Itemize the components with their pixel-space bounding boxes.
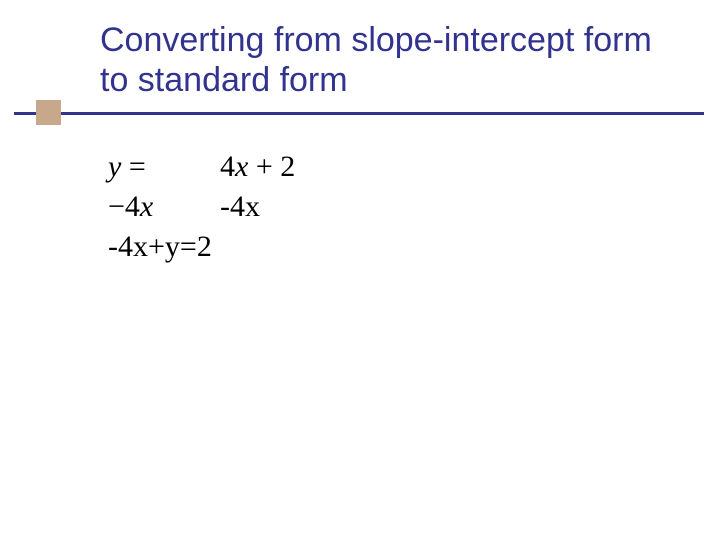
title-underline	[14, 112, 704, 115]
slide: Converting from slope-intercept form to …	[0, 0, 720, 540]
math-text: -4	[220, 190, 245, 223]
math-var: x	[140, 190, 153, 223]
math-cell-left: −4x	[108, 190, 220, 224]
math-text: x	[245, 190, 260, 223]
math-text: −4	[108, 190, 140, 223]
math-text: x+y=2	[133, 230, 212, 263]
math-var: y	[108, 150, 121, 183]
math-row: −4x -4x	[108, 190, 420, 230]
math-row: y = 4x + 2	[108, 150, 420, 190]
math-row: -4x+y=2	[108, 230, 420, 270]
math-cell-right: 4x + 2	[220, 150, 420, 184]
math-text: + 2	[248, 150, 295, 183]
accent-square-icon	[36, 100, 61, 125]
page-title: Converting from slope-intercept form to …	[100, 20, 670, 100]
math-cell-left: -4x+y=2	[108, 230, 212, 264]
math-var: x	[235, 150, 248, 183]
math-cell-left: y =	[108, 150, 220, 184]
math-text: -4	[108, 230, 133, 263]
math-text: 4	[220, 150, 235, 183]
title-block: Converting from slope-intercept form to …	[100, 20, 670, 100]
math-block: y = 4x + 2 −4x -4x -4x+y=2	[108, 150, 420, 270]
math-cell-right: -4x	[220, 190, 420, 224]
math-text: =	[121, 150, 145, 183]
